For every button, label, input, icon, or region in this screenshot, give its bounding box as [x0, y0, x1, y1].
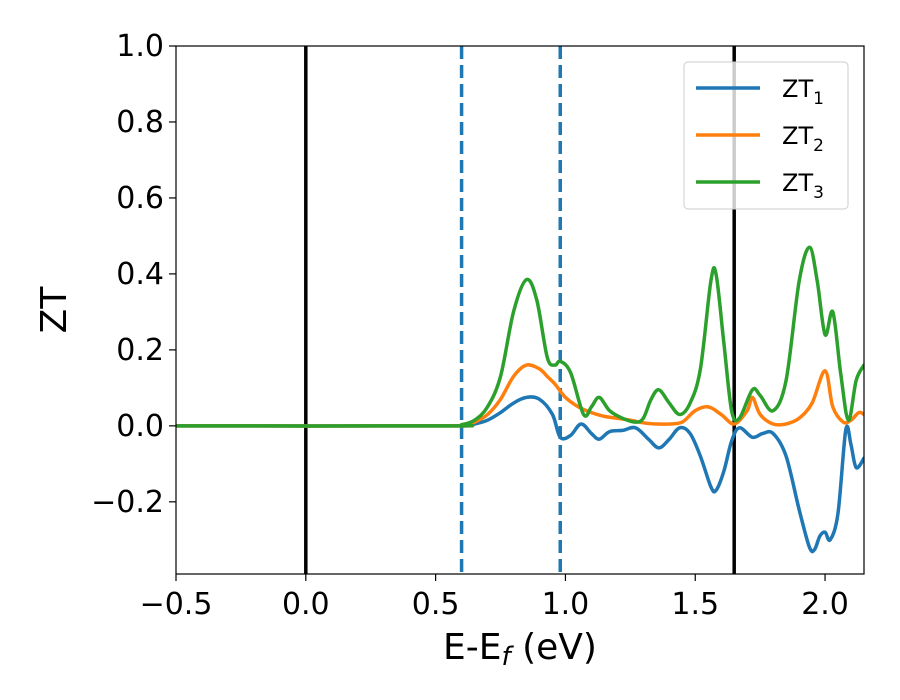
x-tick-label: 1.5: [671, 587, 719, 622]
x-tick-label: 0.0: [282, 587, 330, 622]
y-tick-label: 0.6: [116, 181, 164, 216]
y-tick-label: 0.4: [116, 257, 164, 292]
legend-box: [683, 61, 849, 210]
axis-ticks: −0.5 0.0 0.5 1.0 1.5 2.0 −0.2 0.0 0.2 0.4 0.6 0.8 1.…: [91, 29, 849, 622]
plot-frame: [175, 45, 865, 575]
y-tick-label: 0.2: [116, 333, 164, 368]
series-layer: [176, 245, 864, 554]
series-line-zt3: [176, 245, 864, 428]
legend-label-zt1: ZT1: [782, 75, 824, 109]
series-line-zt2: [176, 363, 864, 428]
y-tick-label: 0.8: [116, 105, 164, 140]
x-tick-label: −0.5: [140, 587, 213, 622]
y-tick-label: 0.0: [116, 409, 164, 444]
reference-lines: [304, 46, 736, 574]
legend-label-zt3: ZT3: [782, 169, 824, 203]
y-tick-label: 1.0: [116, 29, 164, 64]
series-line-zt1: [176, 395, 864, 554]
legend: ZT1 ZT2 ZT3: [683, 61, 849, 210]
x-tick-label: 1.0: [542, 587, 590, 622]
y-axis-label: ZT: [34, 286, 75, 334]
y-tick-label: −0.2: [91, 485, 164, 520]
legend-label-zt2: ZT2: [782, 122, 824, 156]
x-tick-label: 2.0: [801, 587, 849, 622]
x-tick-label: 0.5: [412, 587, 460, 622]
x-axis-label: E-Ef (eV): [443, 627, 597, 672]
